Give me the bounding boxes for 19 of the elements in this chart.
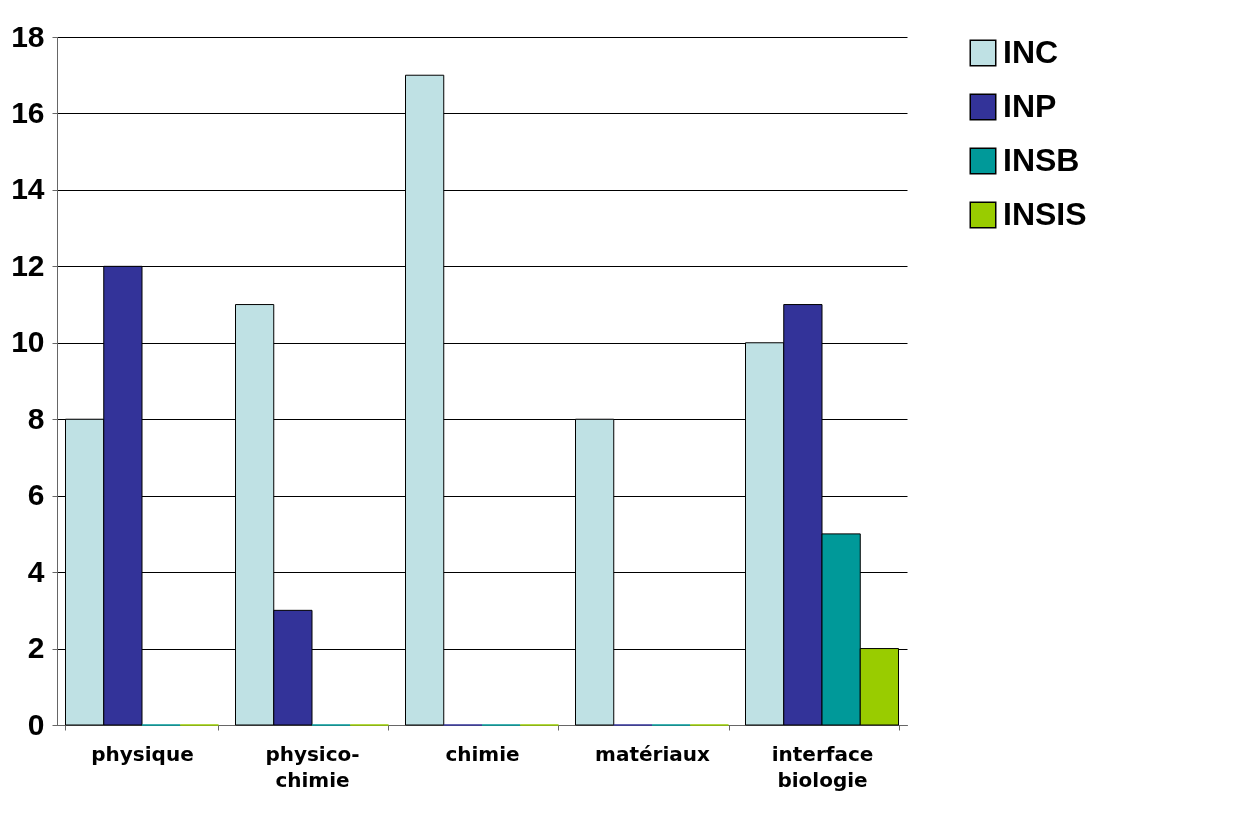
y-tick-label: 4 [27,554,45,588]
y-tick-label: 18 [11,19,45,53]
legend-label: INSIS [1003,196,1087,232]
y-tick-label: 2 [27,631,45,665]
legend-label: INC [1003,34,1059,70]
y-tick-label: 16 [11,95,45,129]
y-tick-label: 6 [27,478,45,512]
y-tick-label: 10 [11,325,45,359]
y-tick-label: 0 [27,707,45,741]
x-tick-label: chimie [445,741,520,766]
legend-label: INP [1003,88,1057,124]
x-tick-label: physique [91,741,194,766]
legend-label: INSB [1003,142,1080,178]
y-tick-label: 12 [11,248,45,282]
y-tick-label: 8 [27,401,45,435]
x-tick-label: physico-chimie [265,741,360,792]
y-tick-label: 14 [11,172,45,206]
x-tick-label: matériaux [595,741,710,766]
x-tick-label: interface biologie [771,741,874,792]
